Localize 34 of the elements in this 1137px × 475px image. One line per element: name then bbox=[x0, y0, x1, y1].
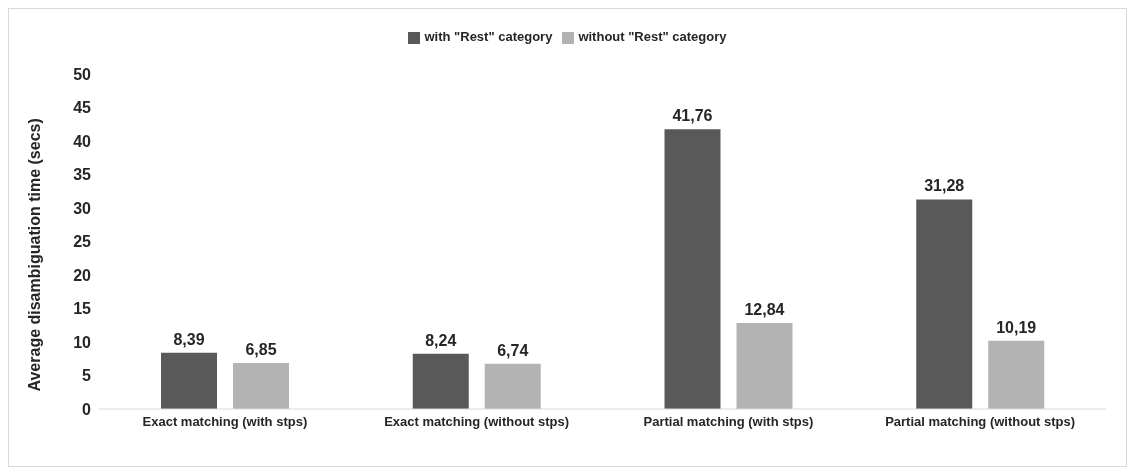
bar bbox=[664, 129, 721, 409]
x-tick-label: Exact matching (without stps) bbox=[384, 414, 570, 430]
bar bbox=[233, 363, 289, 409]
data-label: 31,28 bbox=[924, 177, 965, 195]
data-label: 8,24 bbox=[425, 331, 457, 349]
x-tick-label: Partial matching (with stps) bbox=[643, 414, 814, 430]
bar bbox=[484, 363, 541, 409]
y-axis-title: Average disambiguation time (secs) bbox=[25, 118, 43, 392]
y-tick-label: 15 bbox=[73, 300, 92, 318]
y-tick-label: 5 bbox=[82, 367, 92, 385]
y-tick-label: 25 bbox=[73, 233, 92, 251]
x-tick-label: Partial matching (without stps) bbox=[885, 414, 1076, 430]
legend-label: with "Rest" category bbox=[424, 29, 553, 44]
data-label: 8,39 bbox=[173, 330, 205, 348]
data-label: 6,74 bbox=[497, 341, 529, 359]
legend-label: without "Rest" category bbox=[578, 29, 727, 44]
y-tick-label: 35 bbox=[73, 166, 92, 184]
y-tick-label: 20 bbox=[73, 266, 92, 284]
x-tick-label: Exact matching (with stps) bbox=[142, 414, 308, 430]
data-label: 10,19 bbox=[996, 318, 1037, 336]
bar bbox=[988, 340, 1045, 409]
y-tick-label: 45 bbox=[73, 99, 92, 117]
bar bbox=[916, 199, 973, 409]
y-tick-label: 10 bbox=[73, 333, 92, 351]
bar bbox=[161, 352, 217, 409]
data-label: 6,85 bbox=[245, 341, 277, 359]
bar bbox=[412, 353, 469, 409]
y-tick-label: 0 bbox=[82, 400, 92, 418]
bar bbox=[736, 322, 793, 409]
y-tick-label: 50 bbox=[73, 65, 92, 83]
y-tick-label: 40 bbox=[73, 132, 92, 150]
y-tick-label: 30 bbox=[73, 199, 92, 217]
data-label: 12,84 bbox=[744, 300, 785, 318]
data-label: 41,76 bbox=[672, 107, 713, 125]
